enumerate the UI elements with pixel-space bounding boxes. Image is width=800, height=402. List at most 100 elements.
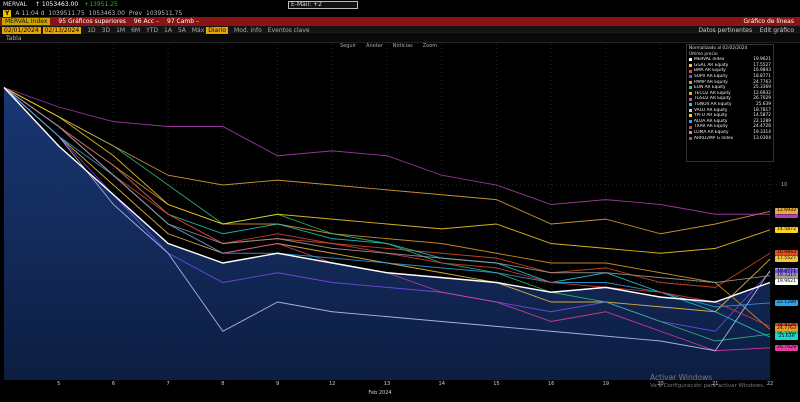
table-toggle-bar: Tabla: [0, 35, 800, 43]
toolbar-seguir[interactable]: Seguir: [340, 43, 357, 49]
price-change: +13951.25: [84, 1, 118, 8]
legend-item[interactable]: TGSU2 AR Equity 26.7029: [689, 96, 771, 102]
period-ytd[interactable]: YTD: [146, 26, 159, 34]
legend-swatch: [689, 64, 692, 68]
quote-bar: Y A 11:04 d 1039511.75 1053463.00 Prev 1…: [0, 9, 800, 18]
toolbar-noticias[interactable]: Noticias: [392, 43, 413, 49]
toolbar-anotar[interactable]: Anotar: [366, 43, 383, 49]
series-line-loma-ar-equity[interactable]: [3, 87, 771, 283]
legend-swatch: [689, 80, 692, 84]
ticker-label: MERVAL: [3, 1, 27, 8]
legend-item-name: YPFD AR Equity: [694, 113, 728, 119]
eventos-clave-button[interactable]: Eventos clave: [267, 26, 310, 34]
legend-item[interactable]: MERVAL Index 19.9621: [689, 57, 771, 63]
series-line-merval-index[interactable]: [3, 87, 771, 303]
menu-item-camb[interactable]: 97 Camb –: [166, 18, 199, 25]
frequency-select[interactable]: Diario: [206, 26, 229, 34]
chart-toolbar: Seguir Anotar Noticias Zoom: [340, 43, 437, 49]
x-tick-label: 21: [712, 381, 719, 387]
legend-item[interactable]: ARRD2MP G Index 13.0304: [689, 136, 771, 142]
x-tick-label: 9: [275, 381, 280, 387]
merval-area-fill: [4, 87, 770, 380]
legend-item[interactable]: LOMA AR Equity 19.3314: [689, 130, 771, 136]
legend-item[interactable]: SUPV AR Equity 18.8771: [689, 74, 771, 80]
legend-item-value: 24.4726: [753, 124, 771, 130]
series-line-teco2-ar-equity[interactable]: [3, 87, 771, 235]
series-line-bma-ar-equity[interactable]: [3, 87, 771, 288]
legend-swatch: [689, 92, 692, 96]
line-chart[interactable]: [0, 44, 800, 380]
legend-item[interactable]: TXAR AR Equity 24.4726: [689, 124, 771, 130]
legend-item[interactable]: VALO AR Equity 18.7817: [689, 108, 771, 114]
x-tick-label: 13: [383, 381, 391, 387]
legend-item[interactable]: BMA AR Equity 16.9843: [689, 68, 771, 74]
legend-item[interactable]: PAMP AR Equity 24.7763: [689, 80, 771, 86]
toolbar-zoom[interactable]: Zoom: [422, 43, 438, 49]
x-tick-label: 8: [221, 381, 225, 387]
menu-item-graficos[interactable]: 95 Gráficos superiores: [58, 18, 126, 25]
quote-time: A 11:04 d: [15, 10, 45, 17]
legend-item[interactable]: TECO2 AR Equity 12.6932: [689, 91, 771, 97]
series-line-valo-ar-equity[interactable]: [3, 87, 771, 352]
period-1d[interactable]: 1D: [87, 26, 96, 34]
value-tag: 19.9621: [775, 279, 798, 286]
legend-item[interactable]: ALUA AR Equity 22.1289: [689, 119, 771, 125]
mod-info-button[interactable]: Mod. info: [234, 26, 262, 34]
legend-item-name: MERVAL Index: [694, 57, 725, 63]
period-max[interactable]: Máx: [191, 26, 205, 34]
value-tag: 24.7763: [775, 326, 798, 333]
legend-item[interactable]: EDN AR Equity 25.3369: [689, 85, 771, 91]
edit-grafico-link[interactable]: Edit gráfico: [759, 26, 794, 34]
period-5a[interactable]: 5A: [177, 26, 186, 34]
legend-item[interactable]: YPFD AR Equity 14.5872: [689, 113, 771, 119]
legend-swatch: [689, 86, 692, 90]
series-line-pamp-ar-equity[interactable]: [3, 87, 771, 330]
series-line-ypfd-ar-equity[interactable]: [3, 87, 771, 254]
email-indicator[interactable]: E-Mail: +2: [288, 1, 358, 9]
yellow-key-badge[interactable]: Y: [3, 10, 12, 17]
tabla-button[interactable]: Tabla: [6, 35, 22, 42]
legend-item-name: VALO AR Equity: [694, 107, 728, 113]
legend-item-name: LOMA AR Equity: [694, 129, 729, 135]
legend-item-value: 25.3369: [753, 85, 771, 91]
menu-item-acc[interactable]: 96 Acc –: [133, 18, 159, 25]
x-tick-label: 22: [766, 381, 774, 387]
legend-item-value: 19.3314: [753, 129, 771, 135]
legend-item-value: 24.7763: [753, 79, 771, 85]
legend-swatch: [689, 69, 692, 73]
value-tag: 14.5872: [775, 226, 798, 233]
legend-item-value: 19.9621: [753, 57, 771, 63]
title-bar: MERVAL ↑ 1053463.00 +13951.25: [0, 0, 800, 9]
period-1a[interactable]: 1A: [164, 26, 172, 34]
security-input[interactable]: MERVAL Index: [2, 18, 51, 25]
period-6m[interactable]: 6M: [131, 26, 141, 34]
legend-swatch: [689, 131, 692, 135]
edit-chart-links[interactable]: Datos pertinentes Edit gráfico: [698, 27, 794, 34]
legend-item-value: 12.6932: [753, 90, 771, 96]
legend-swatch: [689, 75, 692, 79]
x-tick-label: 12: [329, 381, 336, 387]
series-line-arrd2mp-g-index[interactable]: [3, 87, 770, 215]
legend-item-name: TECO2 AR Equity: [694, 90, 731, 96]
legend-item-name: ALUA AR Equity: [694, 118, 728, 124]
legend-item[interactable]: GGAL AR Equity 17.5527: [689, 63, 771, 69]
start-date-field[interactable]: 02/01/2024: [2, 26, 41, 34]
period-1m[interactable]: 1M: [116, 26, 126, 34]
datos-pertinentes-link[interactable]: Datos pertinentes: [698, 26, 753, 34]
legend-item[interactable]: TGNO4 AR Equity 25.639: [689, 102, 771, 108]
value-tag: 18.8771: [775, 268, 798, 275]
legend-item-name: PAMP AR Equity: [694, 79, 728, 85]
end-date-field[interactable]: 02/13/2024: [42, 26, 82, 34]
legend-swatch: [689, 97, 692, 101]
value-tag: 19.3314: [775, 272, 798, 279]
legend-swatch: [689, 103, 692, 107]
legend-swatch: [689, 136, 692, 140]
legend-item-value: 18.7817: [753, 107, 771, 113]
value-tag: 13.0304: [775, 211, 798, 218]
chart-type-label: Gráfico de líneas: [743, 18, 795, 25]
legend-item-name: GGAL AR Equity: [694, 62, 729, 68]
prev-price: 1039511.75: [146, 10, 183, 17]
prev-label: Prev: [128, 10, 143, 17]
period-3d[interactable]: 3D: [101, 26, 111, 34]
legend-item-value: 26.7029: [753, 96, 771, 102]
